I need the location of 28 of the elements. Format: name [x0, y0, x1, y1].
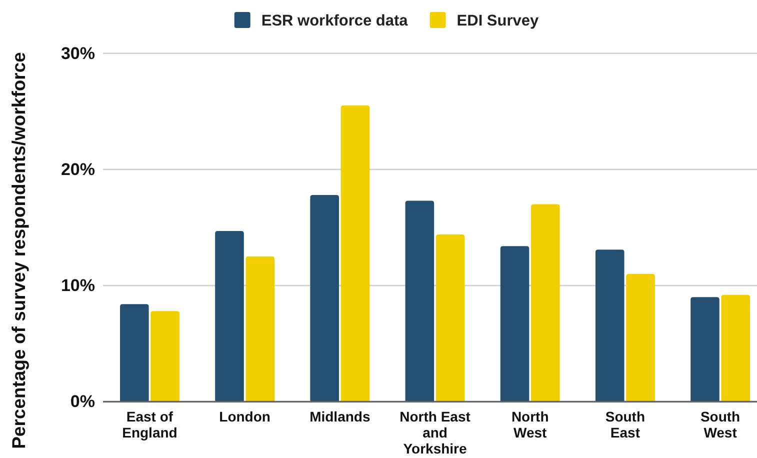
bar	[150, 311, 180, 402]
x-tick-label: North East and Yorkshire	[400, 408, 471, 457]
y-tick-label: 0%	[70, 392, 95, 412]
bar	[310, 194, 339, 402]
bar	[215, 230, 244, 402]
x-tick-label: East of England	[122, 408, 178, 441]
y-tick-label: 10%	[60, 276, 95, 296]
x-tick-label: North West	[511, 408, 549, 441]
bar	[246, 256, 275, 402]
bar	[120, 304, 149, 402]
bar	[340, 106, 370, 402]
y-axis-title: Percentage of survey respondents/workforce	[8, 52, 29, 449]
bar	[626, 274, 655, 402]
bar	[531, 204, 560, 402]
legend-label: EDI Survey	[456, 12, 540, 30]
bar	[690, 297, 720, 402]
x-tick-label: Midlands	[310, 408, 370, 425]
x-tick-label: South East	[605, 408, 646, 441]
x-tick-label: South West	[700, 408, 740, 441]
bar	[721, 294, 750, 402]
bar	[500, 246, 530, 402]
x-tick-label: London	[219, 408, 270, 425]
bar	[405, 200, 434, 402]
legend-label: ESR workforce data	[261, 12, 408, 30]
y-tick-label: 20%	[60, 160, 95, 179]
bar	[595, 250, 624, 402]
y-tick-label: 30%	[60, 44, 95, 63]
bar	[436, 234, 465, 402]
